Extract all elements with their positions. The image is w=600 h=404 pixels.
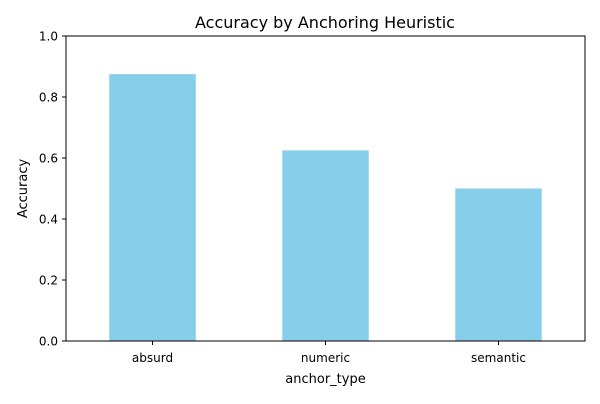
x-axis: absurd numeric semantic — [132, 341, 526, 365]
bar-numeric — [282, 150, 369, 341]
y-tick-label: 0.4 — [39, 213, 58, 227]
y-tick-label: 0.6 — [39, 152, 58, 166]
y-tick-label: 1.0 — [39, 30, 58, 44]
x-axis-label: anchor_type — [285, 372, 365, 387]
bar-semantic — [455, 188, 542, 341]
bars-layer — [109, 74, 542, 341]
chart-title: Accuracy by Anchoring Heuristic — [195, 13, 455, 32]
y-axis-label: Accuracy — [16, 159, 31, 219]
x-tick-label: numeric — [301, 351, 350, 365]
y-tick-label: 0.0 — [39, 335, 58, 349]
y-axis: 0.0 0.2 0.4 0.6 0.8 1.0 — [39, 30, 66, 349]
x-tick-label: semantic — [471, 351, 526, 365]
bar-absurd — [109, 74, 196, 341]
y-tick-label: 0.2 — [39, 274, 58, 288]
x-tick-label: absurd — [132, 351, 173, 365]
y-tick-label: 0.8 — [39, 91, 58, 105]
